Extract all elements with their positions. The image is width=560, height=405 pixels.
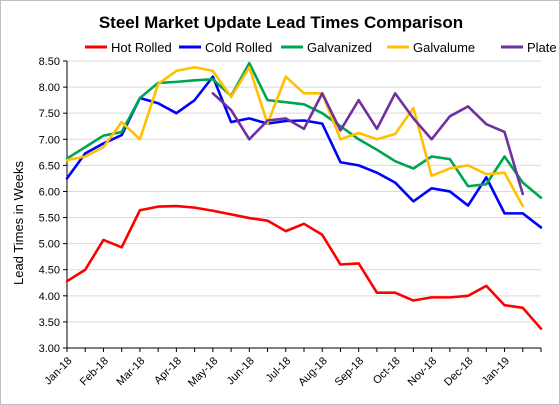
x-tick-label: Jan-19 bbox=[480, 355, 512, 387]
series-line-galvalume bbox=[65, 65, 525, 208]
x-tick-label: Nov-18 bbox=[406, 355, 440, 389]
y-tick-label: 3.50 bbox=[39, 317, 60, 329]
x-tick-label: Dec-18 bbox=[442, 355, 476, 389]
legend-label-galvalume: Galvalume bbox=[413, 40, 475, 55]
x-tick-label: Feb-18 bbox=[78, 355, 111, 388]
x-tick-label: May-18 bbox=[186, 355, 220, 389]
y-tick-label: 8.00 bbox=[39, 82, 60, 94]
x-tick-label: Apr-18 bbox=[152, 355, 184, 387]
legend-label-galvanized: Galvanized bbox=[307, 40, 372, 55]
y-tick-label: 3.00 bbox=[39, 343, 60, 355]
axes: 3.00 3.50 4.00 4.50 5.00 5.50 6.00 6.50 7.00 7.50… bbox=[39, 56, 542, 390]
x-tick-label: Jul-18 bbox=[264, 355, 294, 385]
y-tick-label: 7.00 bbox=[39, 134, 60, 146]
x-tick-label: Aug-18 bbox=[296, 355, 330, 389]
chart-title: Steel Market Update Lead Times Compariso… bbox=[99, 13, 463, 32]
series-line-cold-rolled bbox=[65, 75, 543, 229]
series-lines bbox=[65, 61, 543, 330]
y-tick-label: 6.50 bbox=[39, 160, 60, 172]
x-tick-label: Mar-18 bbox=[114, 355, 147, 388]
legend-label-plate: Plate bbox=[527, 40, 557, 55]
legend: Hot Rolled Cold Rolled Galvanized Galvalume… bbox=[85, 40, 557, 55]
x-tick-label: Jun-18 bbox=[225, 355, 257, 387]
legend-label-hot-rolled: Hot Rolled bbox=[111, 40, 172, 55]
legend-label-cold-rolled: Cold Rolled bbox=[205, 40, 272, 55]
series-line-plate bbox=[211, 92, 525, 196]
series-line-galvanized bbox=[65, 61, 543, 200]
y-tick-label: 6.00 bbox=[39, 186, 60, 198]
x-tick-label: Oct-18 bbox=[371, 355, 403, 387]
series-line-hot-rolled bbox=[65, 204, 543, 330]
y-tick-label: 4.00 bbox=[39, 291, 60, 303]
y-tick-label: 4.50 bbox=[39, 265, 60, 277]
y-tick-label: 5.50 bbox=[39, 213, 60, 225]
y-tick-label: 8.50 bbox=[39, 56, 60, 68]
y-axis-title: Lead Times in Weeks bbox=[11, 160, 26, 285]
y-tick-label: 7.50 bbox=[39, 108, 60, 120]
x-tick-label: Sep-18 bbox=[333, 355, 367, 389]
x-tick-label: Jan-18 bbox=[42, 355, 74, 387]
y-tick-label: 5.00 bbox=[39, 239, 60, 251]
